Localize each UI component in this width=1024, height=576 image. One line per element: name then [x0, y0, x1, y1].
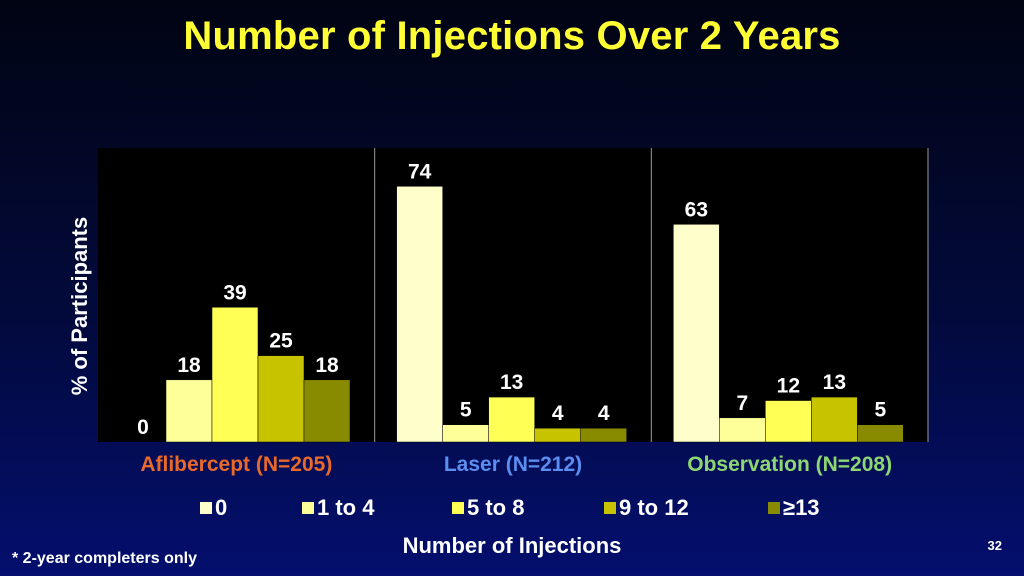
bar: [211, 307, 259, 443]
bar: [857, 424, 904, 443]
bar: [765, 400, 812, 443]
data-label: 74: [408, 160, 432, 183]
data-label: 13: [823, 371, 846, 394]
data-label: 7: [736, 392, 748, 415]
legend-swatch: [604, 502, 616, 514]
data-label: 4: [598, 402, 610, 425]
group-label: Laser (N=212): [443, 453, 583, 476]
legend-swatch: [768, 502, 780, 514]
legend-swatch: [200, 502, 212, 514]
bar: [719, 417, 766, 443]
legend-item: 9 to 12: [604, 495, 689, 521]
data-label: 18: [177, 354, 201, 377]
group-label: Aflibercept (N=205): [140, 453, 333, 476]
bar: [811, 396, 858, 443]
data-label: 12: [777, 375, 800, 398]
bar: [580, 427, 627, 443]
data-label: 25: [269, 330, 293, 353]
legend-item: 5 to 8: [452, 495, 524, 521]
data-label: 18: [315, 354, 339, 377]
legend-item: 0: [200, 495, 227, 521]
bar: [673, 224, 720, 443]
group-label: Observation (N=208): [687, 453, 893, 476]
bar: [396, 186, 443, 443]
bar: [488, 396, 535, 443]
data-label: 63: [685, 198, 708, 221]
legend-label: 0: [215, 495, 228, 520]
legend-label: 1 to 4: [317, 495, 375, 520]
page-number: 32: [987, 538, 1002, 553]
legend-swatch: [302, 502, 314, 514]
legend-item: ≥13: [768, 495, 820, 521]
legend: 0 1 to 4 5 to 8 9 to 12 ≥13: [0, 495, 1024, 523]
data-label: 4: [552, 402, 564, 425]
bar: [257, 355, 305, 443]
bar: [442, 424, 489, 443]
bar: [165, 379, 213, 443]
legend-label: 5 to 8: [467, 495, 525, 520]
bar: [534, 427, 581, 443]
legend-item: 1 to 4: [302, 495, 374, 521]
data-label: 5: [460, 399, 472, 422]
data-label: 13: [500, 371, 523, 394]
bar: [303, 379, 351, 443]
legend-swatch: [452, 502, 464, 514]
slide-title: Number of Injections Over 2 Years: [183, 14, 841, 58]
footnote: * 2-year completers only: [12, 550, 197, 567]
x-axis-label: Number of Injections: [402, 533, 622, 558]
legend-label: ≥13: [783, 495, 820, 520]
data-label: 5: [874, 399, 886, 422]
data-label: 39: [223, 281, 246, 304]
legend-label: 9 to 12: [619, 495, 689, 520]
data-label: 0: [137, 416, 149, 439]
